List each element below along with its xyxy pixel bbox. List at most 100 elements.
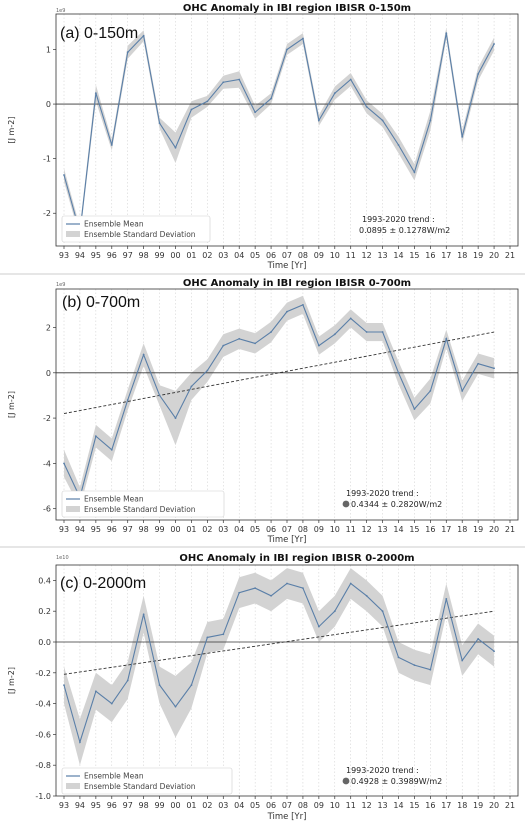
y-tick-label: -6 [43,505,51,514]
data-point [381,610,384,613]
data-point [286,582,288,585]
y-axis-label: [J m-2] [7,117,16,144]
data-point [381,119,384,122]
x-tick-label: 01 [186,251,196,260]
x-tick-label: 98 [139,525,149,534]
x-tick-label: 20 [489,801,499,810]
data-point [397,371,400,374]
y-tick-label: -0.2 [35,669,51,678]
x-tick-label: 97 [123,525,133,534]
panel-label: (c) 0-2000m [60,575,146,592]
data-point [477,73,480,75]
data-point [158,684,161,687]
data-point [333,92,336,95]
x-tick-label: 09 [314,525,324,534]
trend-line [63,331,495,415]
x-tick-label: 96 [107,251,117,260]
data-point [302,303,304,306]
data-point [493,367,495,370]
x-tick-label: 07 [282,525,292,534]
x-tick-label: 03 [218,251,228,260]
chart-svg-c: -1.0 -0.8 -0.6 -0.4 -0.2 0.0 0.2 0.4 93 94 95 96 97 9… [7,553,519,822]
y-axis-label: [J m-2] [7,391,16,418]
data-point [79,741,81,743]
x-tick-label: 04 [234,525,244,534]
trend-text-heading: 1993-2020 trend : [346,489,419,498]
legend-swatch-std [66,231,80,237]
x-tick-label: 13 [377,801,387,810]
data-point [286,48,288,51]
data-point [270,331,272,333]
x-tick-label: 17 [441,801,451,810]
x-tick-label: 17 [441,251,451,260]
data-point [110,144,113,146]
data-point [302,587,304,589]
data-point [174,417,177,419]
data-point [317,625,320,628]
legend-entry-mean: Ensemble Mean [84,220,144,229]
x-tick-label: 11 [346,525,356,534]
x-tick-label: 14 [393,801,403,810]
x-tick-label: 04 [234,251,244,260]
data-point [349,317,352,320]
data-point [461,135,464,138]
data-point [365,594,368,597]
x-tick-label: 06 [266,801,276,810]
data-point [254,587,257,589]
y-tick-label: 0.2 [38,607,51,616]
legend-entry-std: Ensemble Standard Deviation [84,230,196,239]
data-point [413,171,416,174]
y-offset-label: 1e9 [56,8,65,14]
data-point [349,78,352,81]
chart-title: OHC Anomaly in IBI region IBISR 0-2000m [179,553,414,564]
data-point [477,362,480,365]
x-tick-label: 00 [170,525,180,534]
legend-entry-mean: Ensemble Mean [84,495,144,504]
x-tick-label: 07 [282,801,292,810]
data-point [461,659,464,662]
x-tick-label: 13 [377,525,387,534]
x-tick-label: 08 [298,525,308,534]
chart-panel-c: -1.0 -0.8 -0.6 -0.4 -0.2 0.0 0.2 0.4 93 94 95 96 97 9… [0,550,525,823]
data-point [126,51,129,54]
data-point [461,390,464,392]
data-point [238,337,241,340]
x-tick-label: 94 [75,525,85,534]
trend-line [63,610,495,675]
panel-label: (a) 0-150m [60,25,138,42]
x-tick-label: 99 [154,801,164,810]
data-point [190,684,193,687]
chart-panel-a: -2 -1 0 1 93 94 95 96 97 98 99 00 01 02 03 04 05 06 07 08 09… [0,0,525,272]
x-tick-label: 00 [170,801,180,810]
x-tick-label: 17 [441,525,451,534]
data-point [110,702,113,705]
data-point [286,310,288,313]
y-tick-label: -1.0 [35,792,51,801]
data-point [63,684,65,687]
y-tick-label: -2 [43,209,51,218]
data-point [397,144,400,146]
x-tick-label: 10 [330,525,340,534]
y-tick-label: -2 [43,414,51,423]
x-tick-label: 20 [489,525,499,534]
legend-swatch-std [66,783,80,789]
x-tick-label: 18 [457,525,467,534]
data-point [445,32,448,35]
data-point [365,105,368,108]
x-tick-label: 14 [393,251,403,260]
x-tick-label: 93 [59,251,69,260]
x-tick-label: 10 [330,801,340,810]
x-tick-label: 05 [250,525,260,534]
data-point [270,594,272,597]
data-point [63,174,65,176]
x-tick-label: 03 [218,801,228,810]
chart-panel-b: -6 -4 -2 0 2 93 94 95 96 97 98 99 00 01 02 03 04 05 06 07 08… [0,277,525,545]
x-axis-label: Time [Yr] [267,261,307,271]
x-tick-label: 11 [346,251,356,260]
data-point [445,337,448,340]
data-point [333,333,336,336]
